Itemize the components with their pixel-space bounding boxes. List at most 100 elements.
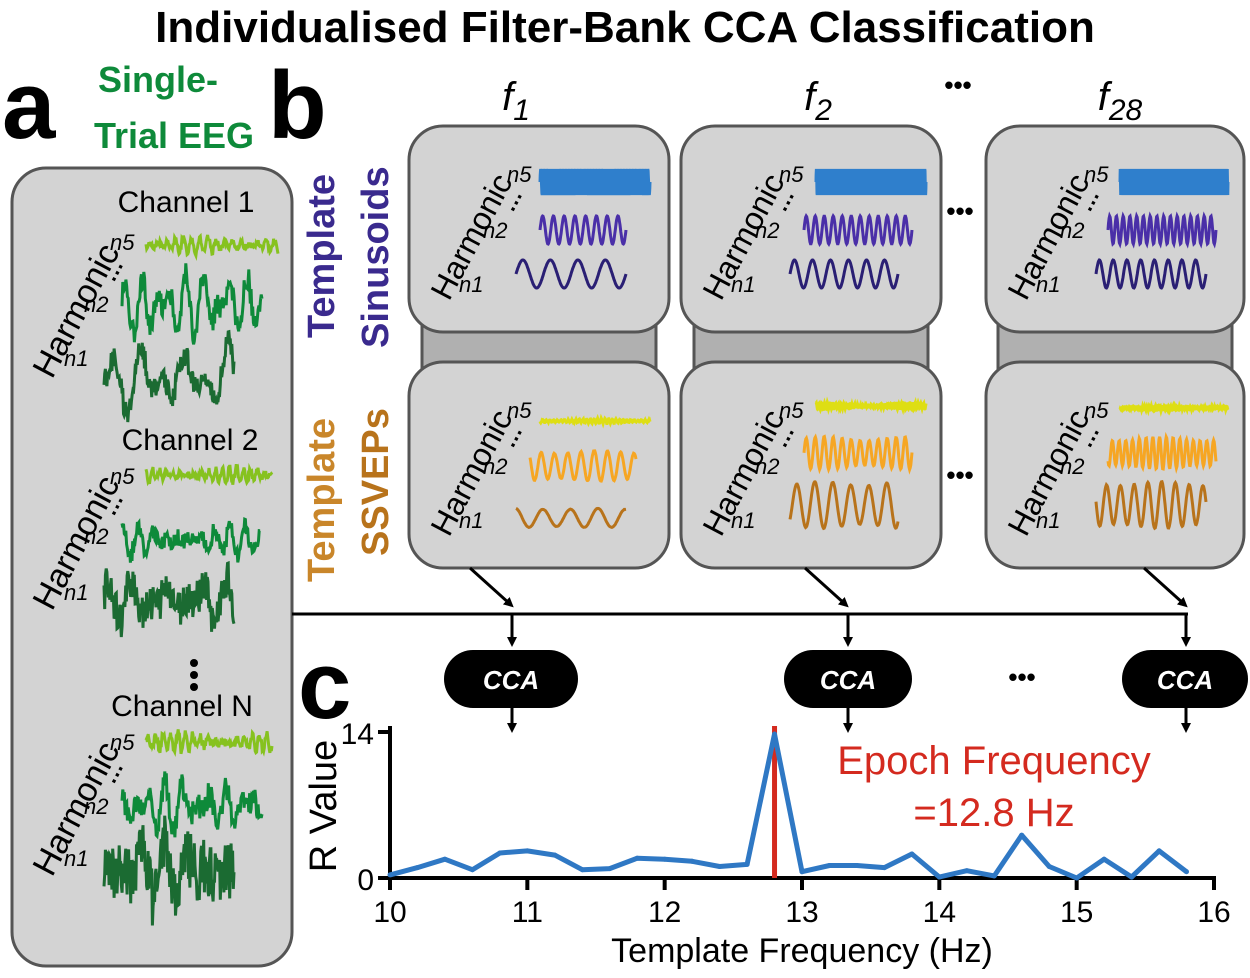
chart-x-tick-label: 12 xyxy=(648,896,681,929)
r-value-data-point xyxy=(744,861,750,867)
r-value-data-point xyxy=(1046,864,1052,869)
epoch-frequency-annotation-line2: =12.8 Hz xyxy=(913,791,1074,835)
column-f1-ssvep-n5-wave xyxy=(538,413,652,429)
channel-2-n2-waveform xyxy=(120,516,261,563)
channel-vdot-1 xyxy=(190,659,198,667)
channel-2-label: Channel 2 xyxy=(122,424,259,457)
r-value-chart: R Value Template Frequency (Hz) 10 11 12 13… xyxy=(303,718,1231,970)
sinusoid-row-ellipsis: ••• xyxy=(946,196,973,226)
r-value-data-point xyxy=(497,850,503,856)
cca-block-3-shape xyxy=(1122,650,1248,708)
column-f2-ssvep-n5-label: n5 xyxy=(779,398,804,423)
r-value-data-point xyxy=(607,866,613,872)
column-f28-sinusoid-n2-label: n2 xyxy=(1060,218,1084,243)
column-f28-sinusoid-n2-wave xyxy=(1106,211,1218,249)
channel-n-n2-waveform xyxy=(120,771,264,840)
r-value-data-point xyxy=(1129,874,1135,880)
cca-block-2: CCA xyxy=(784,650,912,708)
r-value-data-point xyxy=(991,873,997,879)
r-value-data-point xyxy=(909,851,915,857)
chart-marks xyxy=(387,726,1189,881)
r-value-data-point xyxy=(1101,856,1107,862)
chart-ticks: 10 11 12 13 14 15 16 0 14 xyxy=(341,718,1231,929)
r-value-data-point xyxy=(1074,875,1080,881)
column-f1-sinusoid-n2-wave xyxy=(538,214,628,246)
column-f1-sinusoid-n2-label: n2 xyxy=(483,218,507,243)
column-f28-ssvep-n1-label: n1 xyxy=(1036,508,1060,533)
cca-block-1-label: CCA xyxy=(483,665,539,695)
channel-n-label: Channel N xyxy=(111,690,253,723)
channel-1-n2-label: n2 xyxy=(84,292,108,317)
column-f28-output-arrow xyxy=(1142,566,1188,608)
column-f2-ssvep-n1-wave xyxy=(788,480,900,531)
column-f1-sinusoid-n1-label: n1 xyxy=(459,272,483,297)
ssveps-row-label-line2: SSVEPs xyxy=(355,408,397,556)
channel-n-n5-waveform xyxy=(144,728,274,757)
frequency-header-f2: f2 xyxy=(804,75,832,127)
column-f1-ssvep-n1-wave xyxy=(515,506,627,530)
cca-block-3-label: CCA xyxy=(1157,665,1213,695)
channel-1-n1-label: n1 xyxy=(64,346,88,371)
cca-block-3: CCA xyxy=(1122,650,1248,708)
r-value-data-point xyxy=(881,865,887,871)
r-value-data-point xyxy=(524,848,530,854)
column-f2-sinusoid-n2-label: n2 xyxy=(755,218,779,243)
channel-1-n5-waveform xyxy=(144,232,280,261)
cca-block-2-label: CCA xyxy=(820,665,876,695)
frequency-header-f28: f28 xyxy=(1098,75,1143,127)
column-f2-sinusoid-n5-label: n5 xyxy=(779,162,804,187)
sinusoids-row-label-line2: Sinusoids xyxy=(355,166,397,348)
column-f2-sinusoid-n2-wave xyxy=(802,213,914,247)
chart-x-tick-label: 13 xyxy=(785,896,818,929)
chart-x-tick-label: 11 xyxy=(512,896,543,929)
column-f2-ssvep-n2-label: n2 xyxy=(755,454,779,479)
r-value-data-point xyxy=(1019,832,1025,838)
column-f2-ssvep-n1-label: n1 xyxy=(731,508,755,533)
column-f1-ssvep-n2-label: n2 xyxy=(483,454,507,479)
eeg-heading-line2: Trial EEG xyxy=(94,115,254,156)
cca-block-1: CCA xyxy=(444,650,578,708)
chart-x-tick-label: 14 xyxy=(923,896,956,929)
r-value-data-point xyxy=(689,858,695,864)
column-f28-ssvep-n5-wave xyxy=(1118,399,1230,417)
column-f28-sinusoid-n1-wave xyxy=(1094,258,1208,290)
channel-n-n2-label: n2 xyxy=(84,794,108,819)
column-f28-ssvep-n5-label: n5 xyxy=(1084,398,1109,423)
r-value-series-line xyxy=(389,731,1189,881)
chart-y-axis-label: R Value xyxy=(303,740,345,872)
cca-block-1-shape xyxy=(444,650,578,708)
column-f2-sinusoid-n1-wave xyxy=(788,258,900,290)
channel-2-n1-label: n1 xyxy=(64,580,88,605)
r-value-data-point xyxy=(1156,848,1162,854)
r-value-data-point xyxy=(854,863,860,868)
r-value-data-point xyxy=(634,855,640,861)
figure-title: Individualised Filter-Bank CCA Classific… xyxy=(155,3,1095,52)
r-value-data-point xyxy=(662,856,668,862)
r-value-data-point xyxy=(799,869,805,875)
column-f28-ssvep-n1-wave xyxy=(1094,479,1208,531)
column-f1-ssvep-n1-label: n1 xyxy=(459,508,483,533)
column-f28-sinusoid-n5-wave xyxy=(1118,168,1230,196)
panel-letter-c: c xyxy=(298,632,351,739)
r-value-data-point xyxy=(387,872,393,878)
r-value-data-point xyxy=(1184,869,1189,875)
channel-vdot-2 xyxy=(190,671,198,679)
flow-connectors xyxy=(292,566,1191,733)
ssveps-row-label-line1: Template xyxy=(301,418,343,582)
column-f1-ssvep-n2-wave xyxy=(528,448,638,483)
eeg-heading-line1: Single- xyxy=(98,59,218,100)
chart-x-tick-label: 16 xyxy=(1197,896,1230,929)
column-f1-ssvep-n5-label: n5 xyxy=(507,398,532,423)
channel-n-n5-label: n5 xyxy=(110,730,135,755)
chart-x-tick-label: 10 xyxy=(373,896,406,929)
channel-1-n5-label: n5 xyxy=(110,230,135,255)
epoch-frequency-annotation-line1: Epoch Frequency xyxy=(837,739,1151,783)
column-f28-ssvep-n2-label: n2 xyxy=(1060,454,1084,479)
chart-y-tick-label: 14 xyxy=(341,718,374,751)
channel-2-n1-waveform xyxy=(102,560,236,638)
channel-n-n1-label: n1 xyxy=(64,846,88,871)
frequency-header-ellipsis: ••• xyxy=(944,70,971,100)
column-f1-output-arrow xyxy=(468,566,514,608)
column-f28-sinusoid-n5-label: n5 xyxy=(1084,162,1109,187)
r-value-data-point xyxy=(772,731,777,737)
